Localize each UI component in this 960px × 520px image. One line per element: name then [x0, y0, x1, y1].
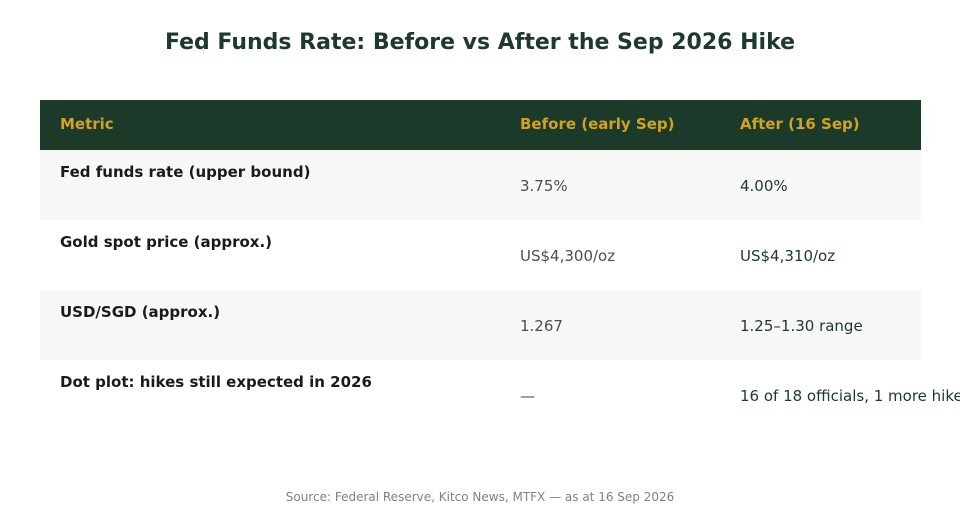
comparison-table: Metric Before (early Sep) After (16 Sep)… [40, 100, 960, 430]
header-metric: Metric [60, 115, 114, 133]
source-note: Source: Federal Reserve, Kitco News, MTF… [285, 490, 675, 504]
after-cell: US$4,310/oz [740, 247, 836, 265]
metric-cell: USD/SGD (approx.) [60, 303, 221, 321]
before-cell: US$4,300/oz [520, 247, 616, 265]
metric-cell: Dot plot: hikes still expected in 2026 [60, 373, 372, 391]
header-after: After (16 Sep) [740, 115, 860, 133]
after-cell: 1.25–1.30 range [740, 317, 863, 335]
before-cell: 1.267 [520, 317, 563, 335]
table-row: USD/SGD (approx.) 1.267 1.25–1.30 range [40, 290, 921, 360]
before-cell: — [520, 387, 535, 405]
after-cell: 4.00% [740, 177, 788, 195]
table-row: Gold spot price (approx.) US$4,300/oz US… [40, 220, 921, 290]
metric-cell: Fed funds rate (upper bound) [60, 163, 311, 181]
table-header-row: Metric Before (early Sep) After (16 Sep) [40, 100, 921, 150]
table-row: Fed funds rate (upper bound) 3.75% 4.00% [40, 150, 921, 220]
page-title: Fed Funds Rate: Before vs After the Sep … [164, 30, 796, 55]
before-cell: 3.75% [520, 177, 568, 195]
table-row: Dot plot: hikes still expected in 2026 —… [40, 360, 960, 430]
metric-cell: Gold spot price (approx.) [60, 233, 273, 251]
header-before: Before (early Sep) [520, 115, 675, 133]
after-cell: 16 of 18 officials, 1 more hike [740, 387, 960, 405]
